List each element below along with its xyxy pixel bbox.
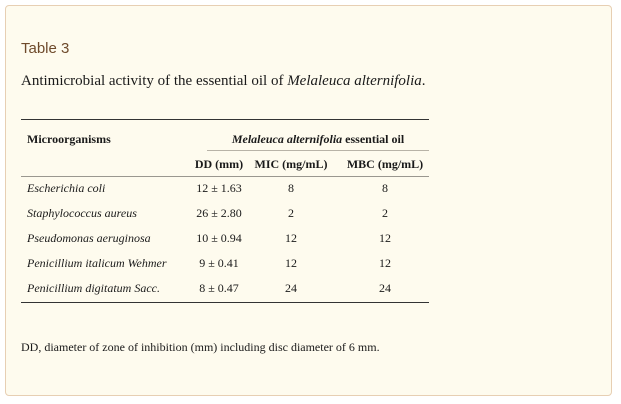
cell-mic: 24 (285, 281, 297, 295)
cell-organism: Penicillium italicum Wehmer (27, 256, 167, 270)
cell-dd: 8 ± 0.47 (199, 281, 239, 295)
table-row: Penicillium digitatum Sacc. 8 ± 0.47 24 … (21, 277, 429, 299)
cell-mbc: 2 (382, 206, 388, 220)
caption-species: Melaleuca alternifolia (287, 73, 422, 89)
cell-organism: Escherichia coli (27, 181, 106, 195)
header-group-species: Melaleuca alternifolia (231, 132, 343, 146)
table-caption: Antimicrobial activity of the essential … (21, 73, 426, 90)
cell-mic: 8 (288, 181, 294, 195)
caption-prefix: Antimicrobial activity of the essential … (21, 73, 288, 89)
header-mbc: MBC (mg/mL) (346, 157, 424, 171)
header-group-rule (207, 150, 429, 151)
table-card (5, 5, 612, 396)
cell-dd: 10 ± 0.94 (196, 231, 242, 245)
table-footnote: DD, diameter of zone of inhibition (mm) … (21, 340, 380, 354)
table-bottom-rule (21, 302, 429, 303)
cell-organism: Penicillium digitatum Sacc. (27, 281, 160, 295)
header-microorganisms: Microorganisms (27, 132, 111, 146)
cell-dd: 9 ± 0.41 (199, 256, 239, 270)
cell-mic: 2 (288, 206, 294, 220)
table-top-rule (21, 119, 429, 120)
table-row: Penicillium italicum Wehmer 9 ± 0.41 12 … (21, 252, 429, 274)
cell-mic: 12 (285, 256, 297, 270)
cell-mbc: 8 (382, 181, 388, 195)
cell-organism: Staphylococcus aureus (27, 206, 137, 220)
header-mic: MIC (mg/mL) (254, 157, 328, 171)
cell-mic: 12 (285, 231, 297, 245)
cell-dd: 26 ± 2.80 (196, 206, 242, 220)
table-row: Escherichia coli 12 ± 1.63 8 8 (21, 177, 429, 199)
cell-mbc: 12 (379, 231, 391, 245)
header-group: Melaleuca alternifolia essential oil (207, 132, 429, 147)
cell-organism: Pseudomonas aeruginosa (27, 231, 151, 245)
cell-dd: 12 ± 1.63 (196, 181, 242, 195)
caption-suffix: . (421, 73, 426, 89)
cell-mbc: 24 (379, 281, 391, 295)
header-bottom-rule (21, 176, 429, 177)
cell-mbc: 12 (379, 256, 391, 270)
table-row: Staphylococcus aureus 26 ± 2.80 2 2 (21, 202, 429, 224)
table-row: Pseudomonas aeruginosa 10 ± 0.94 12 12 (21, 227, 429, 249)
header-group-suffix: essential oil (342, 132, 405, 146)
header-dd: DD (mm) (194, 157, 244, 171)
table-label: Table 3 (21, 40, 70, 57)
